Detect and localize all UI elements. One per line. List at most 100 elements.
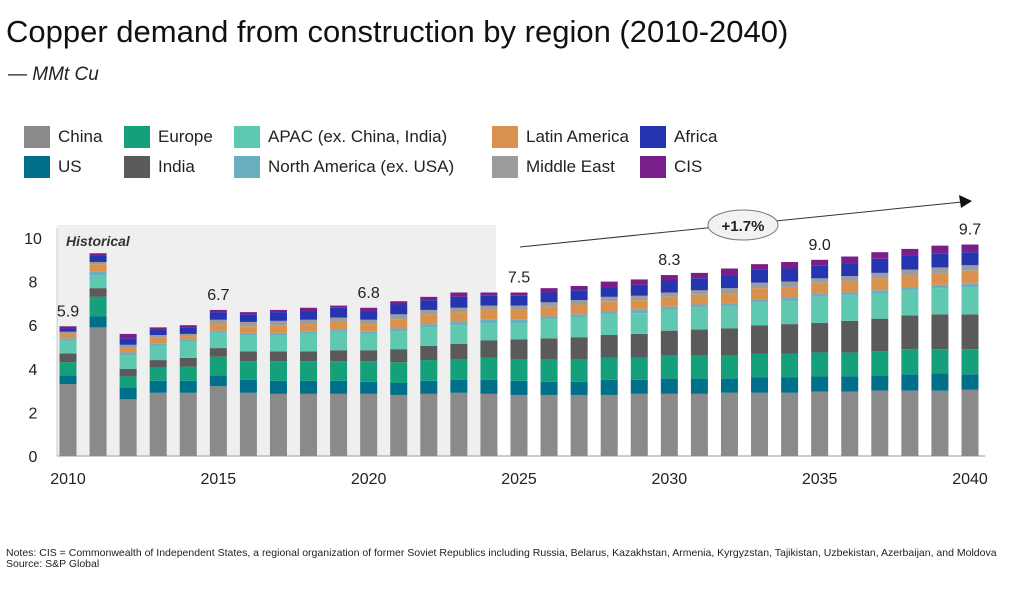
- bar-segment-china-2028: [600, 394, 618, 456]
- bar-segment-cis-2034: [781, 261, 799, 269]
- y-tick-label: 8: [29, 275, 38, 292]
- bar-segment-china-2012: [119, 399, 137, 456]
- bar-segment-middle-east-2017: [269, 320, 287, 326]
- bar-segment-us-2017: [269, 380, 287, 394]
- bar-segment-us-2037: [871, 375, 889, 391]
- bar-segment-cis-2030: [660, 275, 678, 281]
- x-tick-label: 2030: [652, 471, 688, 488]
- bar-segment-china-2011: [89, 327, 107, 456]
- bar-segment-middle-east-2013: [149, 335, 167, 338]
- bar-segment-africa-2038: [901, 255, 919, 270]
- bar-segment-cis-2031: [690, 272, 708, 279]
- bar-segment-apac-ex-china-india-2019: [330, 331, 348, 351]
- bar-segment-europe-2023: [450, 358, 468, 380]
- bar-segment-latin-america-2013: [149, 337, 167, 344]
- bar-segment-middle-east-2011: [89, 261, 107, 265]
- bar-segment-latin-america-2028: [600, 301, 618, 312]
- bar-segment-north-america-ex-usa-2016: [239, 332, 257, 336]
- bar-segment-europe-2038: [901, 349, 919, 375]
- bar-segment-india-2032: [720, 328, 738, 356]
- bar-segment-cis-2035: [811, 259, 829, 266]
- bar-segment-apac-ex-china-india-2011: [89, 275, 107, 289]
- bar-segment-us-2010: [59, 375, 77, 385]
- bar-segment-china-2031: [690, 393, 708, 456]
- bar-segment-latin-america-2026: [540, 306, 558, 317]
- bar-segment-north-america-ex-usa-2032: [720, 303, 738, 307]
- bar-segment-india-2026: [540, 338, 558, 359]
- bar-segment-latin-america-2018: [300, 324, 318, 332]
- bar-segment-north-america-ex-usa-2012: [119, 352, 137, 356]
- bar-segment-north-america-ex-usa-2035: [811, 293, 829, 297]
- historical-label: Historical: [66, 233, 131, 249]
- bar-segment-us-2015: [209, 375, 227, 387]
- bar-segment-cis-2014: [179, 325, 197, 328]
- bar-segment-africa-2019: [330, 307, 348, 318]
- bar-segment-india-2040: [961, 314, 979, 350]
- bar-segment-middle-east-2022: [420, 309, 438, 315]
- bar-segment-cis-2010: [59, 326, 77, 329]
- bar-segment-us-2014: [179, 380, 197, 393]
- bar-segment-india-2033: [751, 325, 769, 354]
- bar-segment-china-2010: [59, 384, 77, 456]
- bar-segment-latin-america-2012: [119, 347, 137, 353]
- bar-segment-india-2015: [209, 348, 227, 357]
- bar-segment-china-2036: [841, 391, 859, 456]
- bar-segment-china-2021: [390, 394, 408, 456]
- cagr-bubble: [707, 209, 779, 241]
- x-tick-label: 2020: [351, 471, 387, 488]
- bar-segment-latin-america-2029: [630, 300, 648, 310]
- bar-segment-middle-east-2010: [59, 331, 77, 334]
- bar-segment-latin-america-2032: [720, 293, 738, 304]
- bar-segment-apac-ex-china-india-2027: [570, 317, 588, 338]
- bar-segment-latin-america-2036: [841, 281, 859, 293]
- bar-segment-europe-2032: [720, 355, 738, 379]
- bar-segment-middle-east-2035: [811, 278, 829, 283]
- legend-swatch: [24, 126, 50, 148]
- chart-title: Copper demand from construction by regio…: [6, 14, 789, 49]
- bar-segment-apac-ex-china-india-2038: [901, 290, 919, 316]
- bar-segment-middle-east-2020: [360, 319, 378, 325]
- bar-segment-india-2016: [239, 351, 257, 362]
- bar-segment-africa-2017: [269, 312, 287, 321]
- bar-segment-middle-east-2016: [239, 321, 257, 327]
- bar-segment-middle-east-2015: [209, 319, 227, 325]
- legend-item-india: India: [124, 156, 234, 178]
- bar-segment-latin-america-2039: [931, 272, 949, 285]
- bar-segment-latin-america-2040: [961, 270, 979, 284]
- bar-segment-africa-2028: [600, 287, 618, 297]
- bar-segment-north-america-ex-usa-2029: [630, 309, 648, 314]
- legend-swatch: [492, 126, 518, 148]
- bar-segment-india-2035: [811, 323, 829, 353]
- bar-segment-africa-2039: [931, 253, 949, 268]
- x-tick-label: 2040: [952, 471, 988, 488]
- bar-segment-india-2027: [570, 337, 588, 359]
- bar-segment-china-2034: [781, 392, 799, 456]
- bar-segment-apac-ex-china-india-2024: [480, 323, 498, 341]
- legend-label: Europe: [158, 127, 213, 146]
- bar-segment-apac-ex-china-india-2033: [751, 302, 769, 326]
- bar-segment-apac-ex-china-india-2013: [149, 345, 167, 361]
- bar-segment-apac-ex-china-india-2014: [179, 341, 197, 358]
- bar-segment-us-2019: [330, 380, 348, 394]
- bar-segment-africa-2024: [480, 295, 498, 306]
- legend-label: China: [58, 127, 103, 146]
- bar-segment-india-2025: [510, 339, 528, 359]
- bar-segment-africa-2010: [59, 328, 77, 332]
- bar-segment-middle-east-2037: [871, 272, 889, 279]
- bar-segment-india-2036: [841, 320, 859, 353]
- legend-item-north-america-ex-usa: North America (ex. USA): [234, 156, 492, 178]
- bar-segment-africa-2029: [630, 284, 648, 296]
- bar-segment-apac-ex-china-india-2034: [781, 301, 799, 325]
- bar-segment-europe-2040: [961, 349, 979, 375]
- bar-segment-africa-2020: [360, 311, 378, 320]
- bar-segment-apac-ex-china-india-2017: [269, 335, 287, 352]
- bar-segment-us-2022: [420, 380, 438, 394]
- bar-segment-us-2035: [811, 376, 829, 392]
- bar-segment-europe-2026: [540, 358, 558, 382]
- bar-segment-cis-2015: [209, 309, 227, 313]
- bar-segment-india-2022: [420, 345, 438, 361]
- x-tick-label: 2010: [50, 471, 86, 488]
- y-tick-label: 2: [29, 405, 38, 422]
- bar-segment-africa-2015: [209, 312, 227, 320]
- bar-segment-europe-2016: [239, 361, 257, 380]
